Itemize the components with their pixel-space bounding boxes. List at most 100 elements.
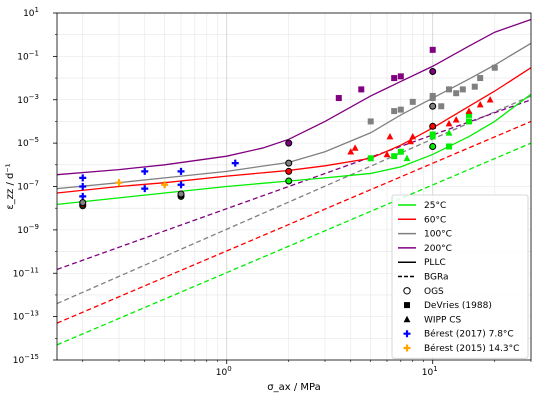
data-point: [391, 153, 398, 160]
data-point: [397, 148, 404, 155]
data-point: [409, 132, 417, 140]
data-point: [429, 92, 436, 99]
legend-entry: OGS: [403, 287, 444, 297]
data-point: [429, 142, 437, 150]
legend-swatch: [403, 315, 411, 323]
data-point: [429, 122, 437, 130]
legend-label: PLLC: [424, 258, 446, 268]
data-point: [161, 181, 169, 189]
legend-label: OGS: [424, 287, 444, 297]
data-point: [383, 150, 391, 158]
pllc-curve: [56, 67, 532, 194]
legend-label: DeVries (1988): [424, 301, 492, 311]
data-point: [407, 137, 414, 145]
data-point: [115, 179, 123, 187]
y-tick-label: 10−1: [17, 49, 39, 62]
data-point: [386, 132, 394, 140]
data-point: [285, 167, 293, 175]
data-point: [285, 159, 293, 167]
data-point: [391, 75, 398, 82]
data-point: [177, 167, 185, 175]
y-tick-label: 101: [23, 6, 39, 19]
y-tick-label: 10−3: [17, 93, 39, 106]
data-point: [231, 159, 239, 167]
data-point: [397, 73, 404, 80]
legend-entry: BGRa: [398, 273, 449, 283]
data-point: [465, 107, 473, 114]
y-tick-label: 10−11: [13, 266, 39, 279]
data-point: [285, 177, 293, 185]
data-point: [476, 100, 484, 108]
legend-entry: Bérest (2015) 14.3°C: [403, 343, 519, 354]
data-point: [141, 167, 149, 175]
legend-entry: WIPP CS: [403, 315, 462, 325]
data-point: [79, 174, 87, 182]
legend-label: 25°C: [424, 201, 446, 211]
y-tick-label: 10−13: [13, 310, 39, 323]
data-point: [79, 199, 87, 207]
legend-label: Bérest (2015) 14.3°C: [424, 343, 519, 354]
y-tick-label: 10−5: [17, 136, 39, 149]
pllc-curve: [56, 42, 532, 190]
bgra-curve: [56, 142, 532, 346]
bgra-curve: [56, 120, 532, 324]
x-axis-label: σ_ax / MPa: [267, 382, 320, 393]
legend-swatch: [403, 344, 411, 352]
legend-entry: Bérest (2017) 7.8°C: [403, 329, 514, 340]
data-point: [285, 139, 293, 147]
legend-entry: 200°C: [398, 244, 452, 254]
data-point: [409, 98, 416, 105]
data-point: [446, 143, 453, 150]
x-tick-label: 101: [422, 365, 438, 378]
data-point: [452, 116, 460, 123]
data-point: [465, 118, 472, 125]
data-point: [445, 119, 453, 127]
y-tick-label: 10−15: [13, 353, 39, 366]
legend: 25°C 60°C 100°C 200°C PLLC BGRa OGS DeVries (19…: [391, 194, 529, 359]
pllc-curve: [56, 18, 532, 176]
legend-entry: DeVries (1988): [404, 301, 492, 311]
legend-swatch: [404, 302, 410, 309]
legend-label: BGRa: [424, 273, 449, 283]
data-point: [367, 118, 374, 125]
data-point: [471, 83, 478, 90]
x-tick-label: 100: [216, 365, 232, 378]
data-point: [445, 129, 453, 136]
data-point: [477, 75, 484, 82]
data-point: [429, 68, 437, 76]
data-point: [446, 86, 453, 93]
data-point: [79, 183, 87, 190]
data-point: [391, 108, 398, 115]
data-point: [465, 111, 472, 118]
data-point: [403, 154, 411, 162]
legend-entry: 60°C: [398, 215, 446, 225]
data-points: [79, 46, 498, 210]
legend-entry: 25°C: [398, 201, 446, 211]
data-point: [491, 64, 498, 71]
data-point: [347, 148, 355, 155]
data-point: [429, 46, 436, 53]
legend-label: Bérest (2017) 7.8°C: [424, 329, 514, 340]
data-point: [358, 86, 365, 93]
data-point: [397, 106, 404, 113]
legend-entry: 100°C: [398, 230, 452, 240]
data-point: [486, 96, 494, 103]
legend-label: 100°C: [424, 230, 452, 240]
data-point: [438, 103, 445, 110]
y-tick-label: 10−7: [17, 180, 39, 193]
data-point: [351, 144, 359, 151]
data-point: [335, 95, 342, 102]
data-point: [429, 102, 437, 110]
bgra-curve: [56, 95, 532, 305]
model-curves: [56, 18, 532, 346]
legend-label: 60°C: [424, 215, 446, 225]
data-point: [177, 190, 185, 198]
y-tick-label: 10−9: [17, 223, 39, 236]
legend-entry: PLLC: [398, 258, 446, 268]
bgra-curve: [56, 99, 532, 271]
data-point: [429, 132, 437, 140]
data-point: [141, 185, 149, 193]
y-axis-label: ε_zz / d⁻¹: [5, 163, 16, 209]
data-point: [367, 155, 374, 162]
